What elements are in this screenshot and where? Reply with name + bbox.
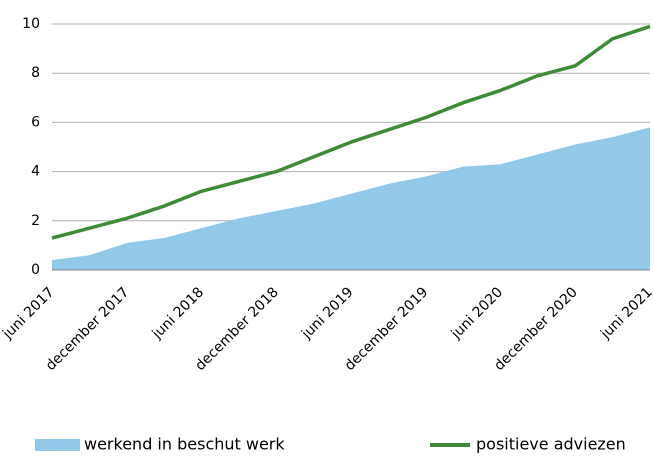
- x-tick-label: december 2017: [43, 284, 133, 374]
- y-tick-label: 4: [31, 164, 40, 180]
- legend-label: werkend in beschut werk: [84, 435, 285, 454]
- y-tick-label: 2: [31, 213, 40, 229]
- x-tick-label: juni 2018: [149, 284, 207, 342]
- legend-label: positieve adviezen: [476, 435, 626, 454]
- line: [51, 24, 651, 240]
- y-tick-label: 8: [31, 65, 40, 81]
- x-tick-label: juni 2021: [597, 284, 654, 342]
- y-tick-label: 0: [31, 262, 40, 278]
- area: [52, 127, 650, 270]
- x-tick-label: juni 2017: [0, 284, 58, 342]
- legend-swatch: [35, 439, 80, 451]
- y-tick-label: 10: [22, 16, 40, 32]
- x-tick-label: december 2019: [342, 284, 432, 374]
- x-tick-label: juni 2020: [448, 284, 506, 342]
- x-tick-label: december 2020: [491, 284, 581, 374]
- y-tick-label: 6: [31, 114, 40, 130]
- x-tick-label: juni 2019: [298, 284, 356, 342]
- x-tick-label: december 2018: [192, 284, 282, 374]
